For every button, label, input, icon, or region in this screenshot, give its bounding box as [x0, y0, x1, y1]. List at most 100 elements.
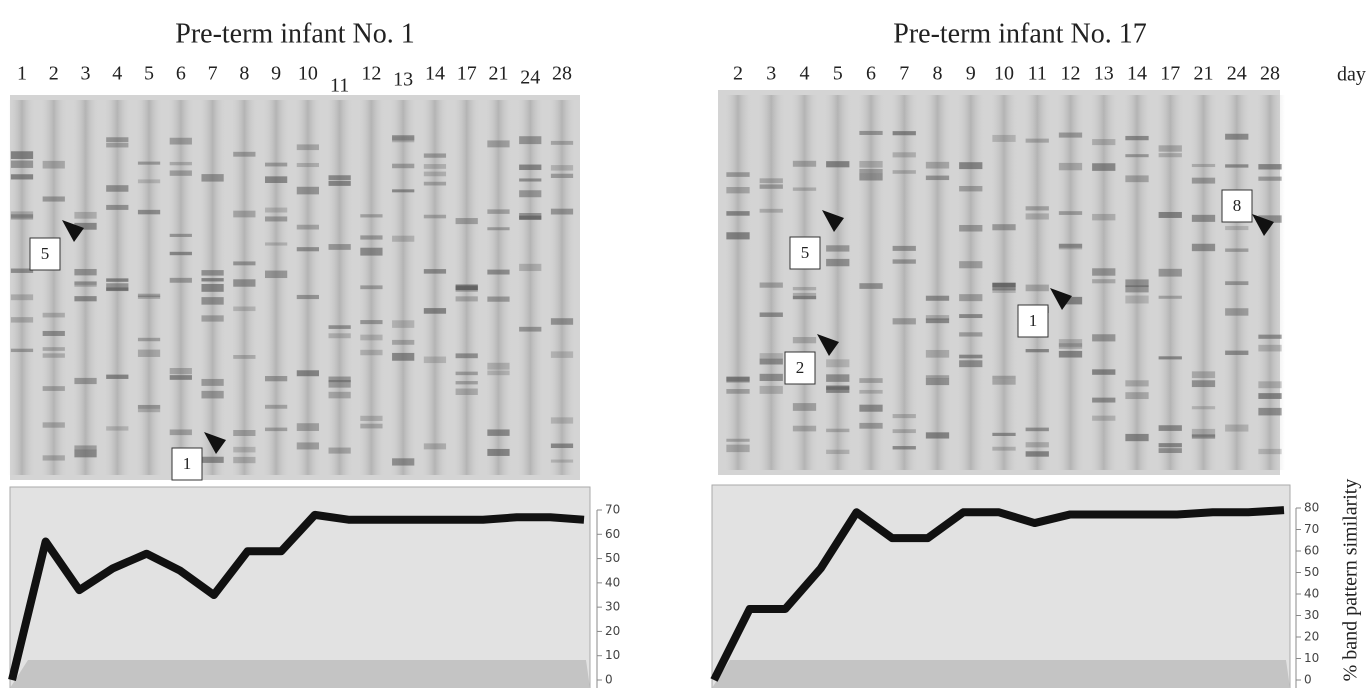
gel-band	[1025, 451, 1049, 457]
gel-lane	[1022, 95, 1053, 470]
gel-band	[892, 318, 916, 325]
gel-band	[1125, 285, 1149, 293]
gel-band	[74, 268, 97, 276]
gel-band	[487, 209, 510, 214]
lane-label: 17	[1160, 63, 1180, 85]
gel-band	[792, 425, 817, 432]
gel-band	[1125, 380, 1149, 387]
gel-band	[487, 429, 510, 436]
gel-band	[992, 134, 1016, 142]
gel-band	[1191, 380, 1216, 388]
gel-band	[487, 296, 510, 302]
gel-band	[759, 208, 783, 213]
gel-band	[106, 185, 129, 192]
gel-band	[455, 284, 478, 292]
gel-band	[1225, 164, 1249, 168]
lane-label: 17	[457, 63, 477, 85]
gel-band	[487, 362, 510, 370]
gel-band	[992, 224, 1016, 231]
lane-label: 12	[361, 63, 381, 85]
gel-band	[10, 348, 34, 353]
annotation-box	[171, 447, 203, 481]
gel-band	[455, 296, 478, 302]
gel-band	[455, 218, 478, 225]
lane-label: 2	[49, 63, 59, 85]
lane-label: 2	[733, 63, 743, 85]
gel-band	[10, 211, 34, 218]
gel-band	[892, 131, 916, 136]
gel-band	[423, 443, 447, 450]
gel-band	[201, 270, 224, 276]
gel-band	[1058, 350, 1083, 358]
lane-label: 13	[393, 69, 413, 91]
gel-band	[1158, 153, 1182, 158]
gel-band	[925, 295, 950, 301]
gel-band	[1025, 442, 1049, 448]
gel-band	[328, 244, 351, 250]
gel-band	[296, 442, 319, 450]
gel-band	[265, 270, 288, 279]
gel-band	[10, 317, 34, 323]
lane-label: 9	[271, 63, 281, 85]
gel-band	[106, 287, 129, 292]
y-tick-label: 10	[1304, 651, 1319, 665]
annotation: 1	[183, 454, 192, 473]
gel-band	[360, 214, 383, 218]
gel-band	[925, 318, 950, 324]
gel-band	[137, 179, 161, 184]
gel-band	[1225, 350, 1249, 355]
gel-lane	[822, 95, 853, 470]
gel-band	[1225, 308, 1249, 316]
gel-band	[726, 187, 750, 194]
gel-band	[1258, 407, 1282, 416]
gel-band	[423, 356, 447, 364]
gel-band	[42, 312, 65, 318]
gel-band	[1258, 393, 1282, 399]
gel-band	[328, 391, 351, 399]
gel-band	[233, 354, 256, 359]
lane-label: 10	[994, 63, 1014, 85]
gel-band	[201, 297, 224, 305]
gel-band	[959, 185, 983, 192]
gel-band	[169, 429, 192, 436]
gel-band	[74, 222, 97, 230]
gel-band	[328, 180, 351, 186]
gel-band	[826, 258, 850, 267]
gel-lane	[293, 100, 323, 475]
gel-band	[959, 162, 983, 170]
gel-band	[360, 320, 383, 325]
annotation-box	[1017, 304, 1049, 338]
gel-band	[423, 214, 447, 219]
gel-band	[1158, 443, 1182, 448]
gel-band	[42, 160, 65, 169]
gel-band	[328, 333, 351, 339]
annotation: 8	[1233, 196, 1242, 215]
gel-band	[137, 293, 161, 298]
y-tick-label: 0	[605, 673, 613, 687]
lane-label: 14	[425, 63, 445, 85]
gel-band	[826, 161, 850, 168]
gel-band	[726, 172, 750, 177]
gel-lane	[723, 95, 753, 470]
gel-band	[1158, 145, 1182, 152]
lane-label: 28	[1260, 63, 1280, 85]
gel-lane	[230, 100, 259, 475]
gel-band	[265, 216, 288, 222]
gel-band	[296, 370, 319, 377]
gel-band	[233, 210, 256, 218]
gel-band	[959, 261, 983, 269]
gel-band	[726, 389, 750, 394]
gel-band	[1125, 433, 1149, 442]
gel-band	[519, 213, 542, 220]
y-tick-label: 60	[1304, 544, 1319, 558]
gel-band	[925, 161, 950, 169]
gel-band	[265, 376, 288, 382]
gel-band	[392, 352, 415, 361]
y-tick-label: 20	[605, 624, 620, 638]
gel-band	[859, 422, 883, 429]
gel-band	[106, 426, 129, 431]
gel-lane	[325, 100, 354, 475]
gel-band	[1092, 213, 1116, 221]
gel-band	[137, 337, 161, 342]
gel-band	[792, 187, 817, 191]
